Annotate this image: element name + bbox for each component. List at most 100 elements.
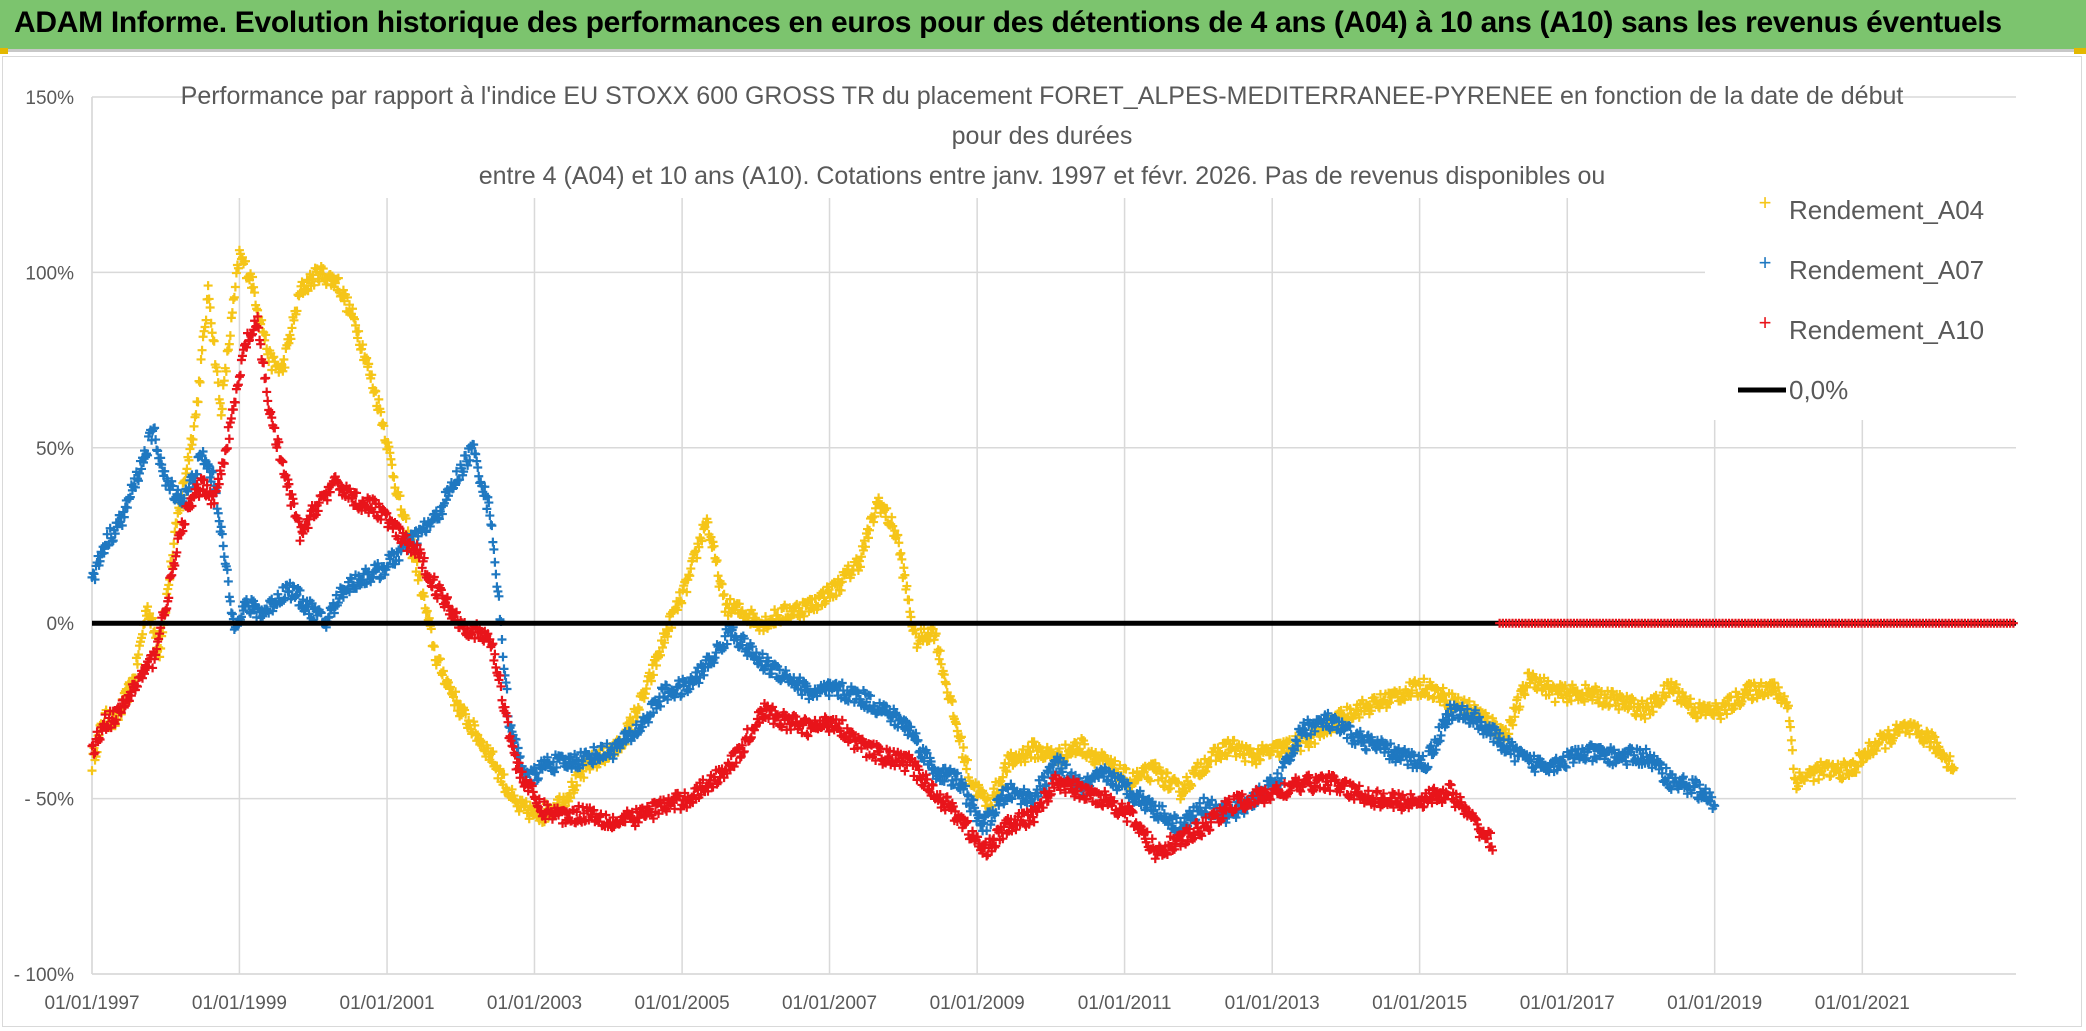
data-point bbox=[376, 407, 386, 417]
data-point bbox=[1072, 738, 1082, 748]
data-point bbox=[1018, 745, 1028, 755]
data-point bbox=[261, 330, 271, 340]
data-point bbox=[1060, 740, 1070, 750]
data-point bbox=[491, 569, 501, 579]
data-point bbox=[338, 592, 348, 602]
data-point bbox=[367, 370, 377, 380]
data-point bbox=[134, 468, 144, 478]
data-point bbox=[90, 575, 100, 585]
data-point bbox=[1110, 756, 1120, 766]
data-point bbox=[497, 634, 507, 644]
data-point bbox=[227, 308, 237, 318]
data-point bbox=[196, 354, 206, 364]
data-point bbox=[734, 599, 744, 609]
data-point bbox=[900, 766, 910, 776]
data-point bbox=[961, 764, 971, 774]
data-point bbox=[648, 670, 658, 680]
data-point bbox=[137, 629, 147, 639]
data-point bbox=[217, 404, 227, 414]
data-point bbox=[658, 642, 668, 652]
data-point bbox=[602, 739, 612, 749]
data-point bbox=[204, 461, 214, 471]
data-point bbox=[280, 363, 290, 373]
data-point bbox=[151, 435, 161, 445]
data-point bbox=[314, 276, 324, 286]
data-point bbox=[490, 557, 500, 567]
data-point bbox=[225, 596, 235, 606]
series-a04 bbox=[87, 245, 1959, 827]
data-point bbox=[231, 268, 241, 278]
data-point bbox=[206, 318, 216, 328]
data-point bbox=[609, 749, 619, 759]
data-point bbox=[150, 423, 160, 433]
data-point bbox=[870, 511, 880, 521]
data-point bbox=[279, 355, 289, 365]
data-point bbox=[182, 464, 192, 474]
data-point bbox=[484, 498, 494, 508]
y-tick-label: - 100% bbox=[14, 965, 74, 986]
data-point bbox=[364, 359, 374, 369]
data-point bbox=[1080, 739, 1090, 749]
data-point bbox=[1685, 694, 1695, 704]
data-point bbox=[507, 784, 517, 794]
data-point bbox=[588, 759, 598, 769]
data-point bbox=[578, 760, 588, 770]
data-point bbox=[651, 660, 661, 670]
data-point bbox=[1785, 722, 1795, 732]
data-point bbox=[900, 570, 910, 580]
data-point bbox=[371, 386, 381, 396]
data-point bbox=[1196, 759, 1206, 769]
data-point bbox=[133, 650, 143, 660]
data-point bbox=[143, 450, 153, 460]
data-point bbox=[95, 556, 105, 566]
data-point bbox=[1366, 706, 1376, 716]
banner-accent-left bbox=[0, 48, 8, 54]
data-point bbox=[316, 608, 326, 618]
data-point bbox=[262, 387, 272, 397]
data-point bbox=[1716, 714, 1726, 724]
x-tick-label: 01/01/2005 bbox=[635, 993, 730, 1014]
data-point bbox=[597, 741, 607, 751]
data-point bbox=[289, 315, 299, 325]
data-point bbox=[198, 446, 208, 456]
data-point bbox=[1453, 693, 1463, 703]
data-point bbox=[931, 629, 941, 639]
data-point bbox=[225, 331, 235, 341]
data-point bbox=[160, 466, 170, 476]
data-point bbox=[488, 747, 498, 757]
data-point bbox=[117, 520, 127, 530]
data-point bbox=[998, 772, 1008, 782]
data-point bbox=[485, 511, 495, 521]
data-point bbox=[223, 576, 233, 586]
data-point bbox=[1419, 674, 1429, 684]
data-point bbox=[1680, 692, 1690, 702]
data-point bbox=[717, 579, 727, 589]
data-point bbox=[887, 512, 897, 522]
data-point bbox=[958, 743, 968, 753]
data-point bbox=[358, 340, 368, 350]
data-point bbox=[1693, 712, 1703, 722]
data-point bbox=[533, 773, 543, 783]
data-point bbox=[1794, 781, 1803, 791]
data-point bbox=[706, 532, 716, 542]
data-point bbox=[579, 773, 589, 783]
data-point bbox=[1229, 735, 1239, 745]
data-point bbox=[168, 481, 178, 491]
data-point bbox=[184, 455, 194, 465]
data-point bbox=[862, 524, 872, 534]
data-point bbox=[1588, 695, 1598, 705]
data-point bbox=[1550, 697, 1560, 707]
data-point bbox=[1459, 695, 1469, 705]
data-point bbox=[419, 591, 429, 601]
data-point bbox=[1213, 743, 1223, 753]
report-title: ADAM Informe. Evolution historique des p… bbox=[14, 6, 2002, 39]
data-point bbox=[1482, 711, 1492, 721]
data-point bbox=[130, 482, 140, 492]
data-point bbox=[201, 315, 211, 325]
data-point bbox=[250, 288, 260, 298]
data-point bbox=[379, 421, 389, 431]
data-point bbox=[221, 366, 231, 376]
x-tick-label: 01/01/2007 bbox=[782, 993, 877, 1014]
x-tick-label: 01/01/2003 bbox=[487, 993, 582, 1014]
